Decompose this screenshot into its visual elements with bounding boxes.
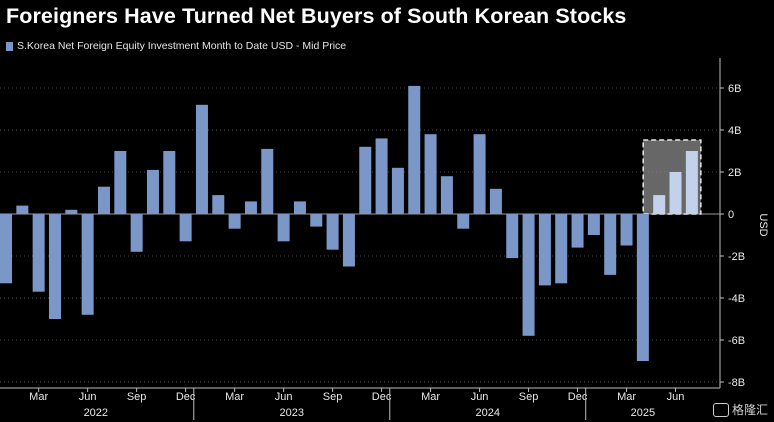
page-title: Foreigners Have Turned Net Buyers of Sou… [6, 4, 627, 28]
bar [653, 195, 666, 214]
bar [114, 151, 127, 214]
bar [48, 214, 61, 319]
bar [32, 214, 45, 292]
bar [636, 214, 649, 361]
bar [571, 214, 584, 248]
bar [342, 214, 355, 267]
bar [506, 214, 519, 259]
y-tick-label: -2B [728, 251, 745, 263]
legend: S.Korea Net Foreign Equity Investment Mo… [6, 40, 346, 52]
x-tick-label: Sep [323, 391, 343, 403]
y-tick-label: 6B [728, 83, 741, 95]
bar [685, 151, 698, 214]
bar [293, 201, 306, 214]
bar [326, 214, 339, 250]
bar [81, 214, 94, 315]
bar [408, 85, 421, 215]
bar [440, 176, 453, 214]
bar [212, 195, 225, 214]
bar [538, 214, 551, 286]
bar [163, 151, 176, 214]
bar [146, 169, 159, 214]
bar [489, 188, 502, 214]
bar [359, 146, 372, 214]
watermark-logo-icon [712, 402, 729, 417]
bar [620, 214, 633, 246]
bar [244, 201, 257, 214]
y-tick-label: 4B [728, 125, 741, 137]
legend-label: S.Korea Net Foreign Equity Investment Mo… [17, 40, 347, 52]
bar [375, 138, 388, 214]
year-label: 2022 [84, 407, 108, 419]
year-label: 2024 [475, 407, 499, 419]
year-label: 2025 [631, 407, 655, 419]
bar [228, 214, 241, 229]
x-tick-label: Jun [667, 391, 685, 403]
bar [587, 214, 600, 235]
x-tick-label: Mar [617, 391, 636, 403]
legend-swatch [6, 41, 13, 51]
bar [555, 214, 568, 284]
x-tick-label: Dec [568, 391, 588, 403]
watermark: 格隆汇 [712, 401, 768, 418]
bar [391, 167, 404, 214]
bar [522, 214, 535, 336]
x-tick-label: Jun [275, 391, 293, 403]
y-tick-label: 0 [728, 209, 734, 221]
bar [195, 104, 208, 214]
x-tick-label: Mar [421, 391, 440, 403]
y-axis-title: USD [757, 213, 769, 236]
x-tick-label: Dec [372, 391, 392, 403]
y-tick-label: -8B [728, 377, 745, 389]
x-tick-label: Sep [519, 391, 539, 403]
bar [310, 214, 323, 227]
watermark-text: 格隆汇 [731, 403, 768, 417]
bar [65, 209, 78, 214]
bar [424, 134, 437, 214]
y-tick-label: -6B [728, 335, 745, 347]
bar [130, 214, 143, 252]
bar [0, 214, 12, 284]
bar [473, 134, 486, 214]
bar [261, 148, 274, 214]
bar [457, 214, 470, 229]
bar [604, 214, 617, 275]
year-label: 2023 [280, 407, 304, 419]
x-tick-label: Jun [79, 391, 97, 403]
y-tick-label: 2B [728, 167, 741, 179]
bar [16, 205, 29, 214]
x-tick-label: Dec [176, 391, 196, 403]
x-tick-label: Sep [127, 391, 147, 403]
y-tick-label: -4B [728, 293, 745, 305]
x-tick-label: Jun [471, 391, 489, 403]
bar [97, 186, 110, 214]
bar [669, 172, 682, 214]
bar [179, 214, 192, 242]
x-tick-label: Mar [29, 391, 48, 403]
bar [277, 214, 290, 242]
x-tick-label: Mar [225, 391, 244, 403]
